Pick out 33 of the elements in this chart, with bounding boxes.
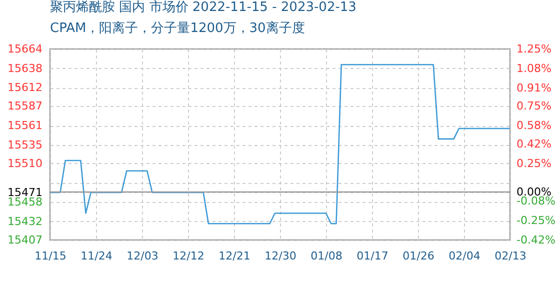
x-tick-label: 02/13 <box>494 250 526 262</box>
x-tick-label: 11/24 <box>80 250 112 262</box>
y2-tick-label: -0.08% <box>516 194 556 208</box>
chart-subtitle: CPAM，阳离子，分子量1200万，30离子度 <box>50 20 305 36</box>
x-tick-label: 01/26 <box>402 250 434 262</box>
y2-tick-label: -0.42% <box>516 234 556 246</box>
line-series <box>49 64 511 224</box>
y-tick-label: 15432 <box>8 214 42 228</box>
x-tick-label: 12/21 <box>218 250 250 262</box>
y2-tick-label: 0.25% <box>516 156 552 170</box>
x-tick-label: 12/30 <box>264 250 296 262</box>
y2-tick-label: 0.58% <box>516 119 552 132</box>
y-tick-label: 15612 <box>8 81 42 94</box>
y2-tick-label: -0.25% <box>516 214 556 228</box>
y-tick-label: 15561 <box>8 119 42 132</box>
y-tick-label: 15664 <box>8 42 42 56</box>
y-tick-label: 15587 <box>8 100 42 113</box>
y2-tick-label: 1.08% <box>516 62 552 75</box>
y-tick-label: 15510 <box>8 156 42 170</box>
x-tick-label: 01/17 <box>356 250 388 262</box>
y2-tick-label: 0.75% <box>516 100 552 113</box>
y-tick-label: 15638 <box>8 62 42 75</box>
x-tick-label: 02/04 <box>448 250 480 262</box>
y-tick-label: 15407 <box>8 234 42 246</box>
y2-tick-label: 0.91% <box>516 81 552 94</box>
x-tick-label: 12/12 <box>172 250 204 262</box>
y2-tick-label: 0.42% <box>516 137 552 150</box>
x-tick-label: 12/03 <box>126 250 158 262</box>
chart-title: 聚丙烯酰胺 国内 市场价 2022-11-15 - 2023-02-13 <box>50 0 356 15</box>
y2-tick-label: 1.25% <box>516 42 552 56</box>
y-tick-label: 15535 <box>8 138 42 152</box>
x-tick-label: 11/15 <box>34 250 66 262</box>
x-tick-label: 01/08 <box>310 250 342 262</box>
